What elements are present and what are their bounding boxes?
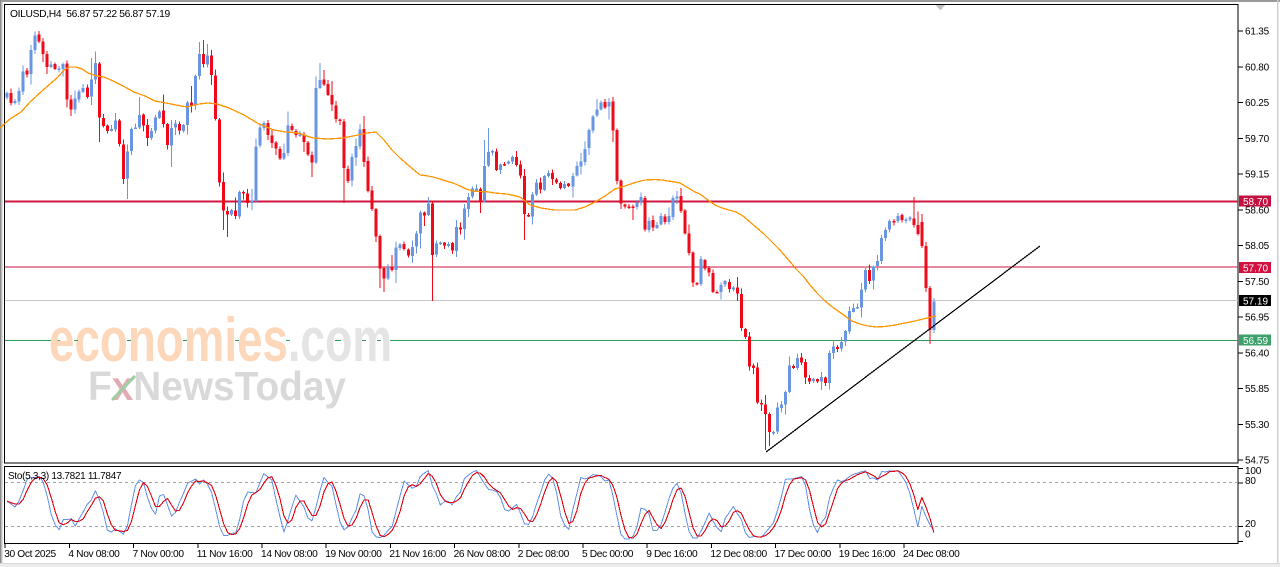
svg-text:80: 80 (1245, 476, 1256, 487)
svg-text:2 Dec 08:00: 2 Dec 08:00 (518, 549, 570, 560)
svg-text:57.50: 57.50 (1245, 277, 1270, 288)
svg-text:economies: economies (49, 306, 288, 375)
svg-text:11 Nov 16:00: 11 Nov 16:00 (197, 549, 253, 560)
svg-text:14 Nov 08:00: 14 Nov 08:00 (261, 549, 318, 560)
svg-text:60.25: 60.25 (1245, 98, 1270, 109)
svg-text:58.70: 58.70 (1243, 197, 1268, 208)
svg-text:58.60: 58.60 (1245, 205, 1270, 216)
svg-text:0: 0 (1245, 530, 1251, 541)
svg-text:24 Dec 08:00: 24 Dec 08:00 (903, 549, 960, 560)
svg-text:56.40: 56.40 (1245, 348, 1270, 359)
svg-text:59.15: 59.15 (1245, 170, 1270, 181)
svg-text:56.59: 56.59 (1243, 336, 1268, 347)
svg-text:9 Dec 16:00: 9 Dec 16:00 (646, 549, 698, 560)
svg-text:59.70: 59.70 (1245, 134, 1270, 145)
svg-text:100: 100 (1245, 466, 1262, 477)
svg-text:56.95: 56.95 (1245, 313, 1270, 324)
svg-text:61.35: 61.35 (1245, 27, 1270, 38)
svg-text:Sto(5,3,3) 13.7821 11.7847: Sto(5,3,3) 13.7821 11.7847 (8, 471, 122, 482)
svg-text:21 Nov 16:00: 21 Nov 16:00 (389, 549, 446, 560)
svg-text:57.70: 57.70 (1243, 263, 1268, 274)
svg-text:54.75: 54.75 (1245, 456, 1270, 467)
svg-text:60.80: 60.80 (1245, 62, 1270, 73)
svg-text:26 Nov 08:00: 26 Nov 08:00 (454, 549, 511, 560)
svg-text:12 Dec 08:00: 12 Dec 08:00 (710, 549, 767, 560)
svg-text:5 Dec 00:00: 5 Dec 00:00 (582, 549, 634, 560)
svg-text:4 Nov 08:00: 4 Nov 08:00 (68, 549, 120, 560)
svg-text:30 Oct 2025: 30 Oct 2025 (4, 549, 56, 560)
svg-text:19 Dec 16:00: 19 Dec 16:00 (839, 549, 896, 560)
svg-text:57.19: 57.19 (1243, 296, 1268, 307)
svg-text:7 Nov 00:00: 7 Nov 00:00 (133, 549, 185, 560)
svg-text:19 Nov 00:00: 19 Nov 00:00 (325, 549, 382, 560)
svg-text:55.30: 55.30 (1245, 420, 1270, 431)
svg-text:17 Dec 00:00: 17 Dec 00:00 (775, 549, 832, 560)
svg-text:OILUSD,H4 56.87 57.22 56.87 5: OILUSD,H4 56.87 57.22 56.87 57.19 (10, 9, 170, 20)
svg-text:58.05: 58.05 (1245, 241, 1270, 252)
svg-text:FxNewsToday: FxNewsToday (88, 363, 346, 409)
svg-text:20: 20 (1245, 519, 1256, 530)
svg-text:55.85: 55.85 (1245, 384, 1270, 395)
